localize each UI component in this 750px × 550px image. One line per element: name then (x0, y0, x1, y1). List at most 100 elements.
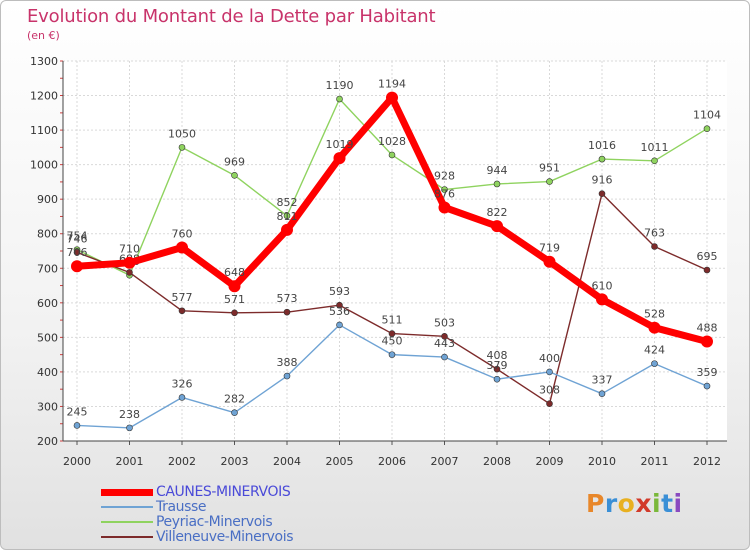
logo-letter: P (586, 489, 605, 518)
data-label-villeneuve-minervois: 763 (644, 227, 665, 240)
data-point-peyriac-minervois (703, 125, 711, 133)
y-tick-label: 600 (37, 297, 58, 310)
data-point-peyriac-minervois (493, 180, 501, 188)
data-label-trausse: 245 (67, 405, 88, 418)
y-tick-label: 700 (37, 262, 58, 275)
legend-swatch (101, 536, 153, 538)
logo-letter: i (652, 489, 662, 518)
chart-title: Evolution du Montant de la Dette par Hab… (27, 6, 436, 27)
data-point-villeneuve-minervois (73, 249, 81, 256)
data-point-trausse (283, 372, 291, 380)
data-point-villeneuve-minervois (231, 309, 238, 317)
data-label-villeneuve-minervois: 577 (172, 291, 193, 304)
logo-letter: x (635, 489, 652, 518)
chart-subtitle: (en €) (27, 29, 60, 42)
x-tick-label: 2001 (116, 455, 144, 468)
y-tick-label: 1200 (30, 90, 58, 103)
data-label-villeneuve-minervois: 593 (329, 285, 350, 298)
data-label-trausse: 400 (539, 352, 560, 365)
y-tick-label: 800 (37, 228, 58, 241)
data-label-peyriac-minervois: 1011 (641, 141, 669, 154)
y-tick-label: 400 (37, 366, 58, 379)
data-point-villeneuve-minervois (126, 269, 133, 276)
data-label-caunes-minervois: 876 (434, 187, 455, 200)
data-label-peyriac-minervois: 928 (434, 170, 455, 183)
data-label-trausse: 359 (697, 366, 718, 379)
x-tick-label: 2010 (588, 455, 616, 468)
legend-swatch (101, 488, 153, 496)
data-point-villeneuve-minervois (703, 266, 711, 274)
data-point-villeneuve-minervois (651, 243, 658, 250)
data-label-caunes-minervois: 719 (539, 242, 560, 255)
data-label-trausse: 388 (277, 356, 298, 369)
data-label-caunes-minervois: 1019 (326, 138, 354, 151)
legend-swatch (101, 521, 153, 523)
legend-swatch (101, 506, 153, 508)
data-point-trausse (493, 375, 501, 383)
data-label-peyriac-minervois: 1104 (693, 109, 721, 122)
data-point-peyriac-minervois (598, 155, 606, 163)
y-tick-label: 900 (37, 193, 58, 206)
line-chart: 200 300 400 500 600 700 800 900 1000 1100 1200 1300… (30, 55, 727, 468)
data-point-villeneuve-minervois (283, 308, 291, 316)
y-tick-label: 1100 (30, 124, 58, 137)
data-label-villeneuve-minervois: 573 (277, 292, 298, 305)
data-point-peyriac-minervois (441, 186, 448, 193)
data-label-villeneuve-minervois: 503 (434, 316, 455, 329)
x-tick-label: 2008 (483, 455, 511, 468)
data-label-caunes-minervois: 710 (119, 243, 140, 256)
data-label-trausse: 337 (592, 374, 613, 387)
legend-label: Villeneuve-Minervois (156, 529, 294, 545)
data-point-caunes-minervois (491, 220, 503, 233)
data-point-trausse (388, 351, 396, 358)
data-label-peyriac-minervois: 1016 (588, 139, 616, 152)
data-point-caunes-minervois (596, 293, 608, 306)
x-tick-label: 2000 (63, 455, 91, 468)
x-tick-label: 2007 (431, 455, 459, 468)
data-point-trausse (231, 409, 238, 416)
data-point-caunes-minervois (648, 321, 661, 334)
data-point-caunes-minervois (281, 223, 293, 236)
x-tick-label: 2003 (221, 455, 249, 468)
data-point-caunes-minervois (228, 280, 241, 293)
x-tick-label: 2002 (168, 455, 196, 468)
data-label-trausse: 282 (224, 393, 245, 406)
data-point-trausse (73, 422, 81, 429)
data-point-caunes-minervois (438, 201, 451, 214)
y-tick-label: 200 (37, 435, 58, 448)
data-label-caunes-minervois: 811 (277, 210, 298, 223)
data-point-caunes-minervois (701, 335, 713, 348)
data-point-villeneuve-minervois (388, 330, 396, 337)
x-tick-label: 2012 (693, 455, 721, 468)
data-point-villeneuve-minervois (546, 400, 553, 407)
data-label-villeneuve-minervois: 408 (487, 349, 508, 362)
data-label-villeneuve-minervois: 571 (224, 293, 245, 306)
data-label-trausse: 238 (119, 408, 140, 421)
data-point-trausse (126, 424, 133, 432)
data-point-villeneuve-minervois (336, 301, 343, 309)
data-point-caunes-minervois (123, 256, 136, 269)
data-point-trausse (598, 390, 606, 397)
data-label-villeneuve-minervois: 511 (382, 314, 403, 327)
data-point-trausse (441, 353, 448, 361)
data-label-trausse: 536 (329, 305, 350, 318)
data-label-caunes-minervois: 488 (697, 322, 718, 335)
data-point-trausse (651, 360, 658, 367)
data-point-caunes-minervois (333, 152, 346, 165)
data-label-peyriac-minervois: 852 (277, 196, 298, 209)
data-label-caunes-minervois: 610 (592, 279, 613, 292)
data-point-villeneuve-minervois (493, 365, 501, 373)
data-label-peyriac-minervois: 969 (224, 155, 245, 168)
data-point-peyriac-minervois (283, 212, 291, 220)
data-label-trausse: 326 (172, 377, 193, 390)
legend-label: CAUNES-MINERVOIS (156, 484, 291, 500)
data-label-villeneuve-minervois: 746 (67, 232, 88, 245)
data-label-peyriac-minervois: 754 (67, 230, 88, 243)
data-label-caunes-minervois: 760 (172, 228, 193, 241)
data-point-villeneuve-minervois (441, 333, 448, 340)
x-tick-label: 2009 (536, 455, 564, 468)
x-tick-label: 2006 (378, 455, 406, 468)
data-label-trausse: 379 (487, 359, 508, 372)
x-tick-label: 2011 (641, 455, 669, 468)
